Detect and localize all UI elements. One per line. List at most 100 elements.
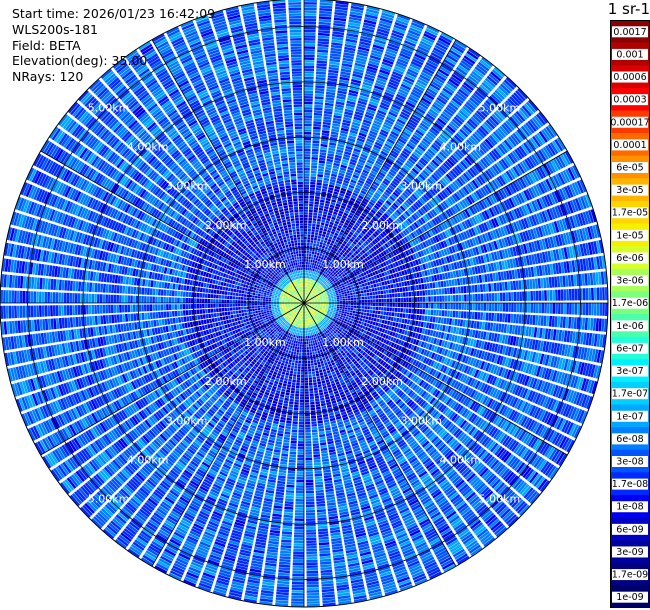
beta-gate	[481, 510, 493, 521]
beta-gate	[378, 425, 386, 432]
beta-gate	[479, 394, 486, 404]
beta-gate	[375, 437, 383, 443]
beta-gate	[318, 352, 321, 356]
beta-gate	[558, 418, 567, 431]
beta-gate	[438, 310, 442, 317]
beta-gate	[362, 564, 375, 570]
beta-gate	[556, 434, 565, 447]
beta-gate	[335, 369, 339, 374]
beta-gate	[560, 387, 567, 400]
beta-gate	[507, 346, 512, 357]
beta-gate	[305, 430, 311, 433]
beta-gate	[376, 379, 382, 385]
beta-gate	[304, 336, 306, 339]
beta-gate	[389, 553, 401, 560]
beta-gate	[429, 571, 442, 580]
beta-gate	[294, 526, 304, 530]
beta-gate	[521, 314, 525, 324]
beta-gate	[474, 480, 484, 491]
beta-gate	[390, 336, 394, 342]
beta-gate	[300, 388, 304, 392]
beta-gate	[531, 339, 536, 350]
beta-gate	[466, 473, 476, 482]
beta-gate	[307, 307, 309, 310]
beta-gate	[557, 402, 565, 414]
beta-gate	[499, 313, 503, 322]
beta-gate	[279, 379, 284, 383]
beta-gate	[420, 412, 427, 419]
beta-gate	[281, 539, 292, 543]
beta-gate	[326, 358, 330, 362]
beta-gate	[399, 313, 403, 318]
beta-gate	[352, 444, 360, 450]
beta-gate	[378, 352, 383, 358]
beta-gate	[409, 457, 418, 464]
beta-gate	[306, 303, 310, 304]
beta-gate	[317, 306, 320, 308]
beta-gate	[436, 414, 444, 422]
beta-gate	[564, 344, 569, 357]
beta-gate	[361, 470, 370, 476]
beta-gate	[334, 314, 338, 318]
beta-gate	[459, 433, 467, 442]
beta-gate	[282, 525, 293, 529]
beta-gate	[407, 524, 418, 532]
beta-gate	[308, 321, 310, 325]
beta-gate	[285, 361, 289, 365]
beta-gate	[381, 530, 392, 536]
beta-gate	[423, 349, 428, 356]
beta-gate	[411, 504, 422, 511]
beta-gate	[363, 452, 372, 457]
beta-gate	[295, 340, 298, 344]
beta-gate	[477, 340, 483, 349]
beta-gate	[416, 308, 420, 314]
beta-gate	[429, 466, 438, 474]
beta-gate	[343, 332, 347, 336]
beta-gate	[363, 330, 367, 334]
beta-gate	[533, 475, 543, 487]
beta-gate	[385, 357, 390, 363]
beta-gate	[341, 334, 345, 338]
beta-gate	[428, 303, 431, 309]
beta-gate	[311, 365, 315, 369]
beta-gate	[421, 440, 430, 448]
beta-gate	[364, 306, 368, 309]
beta-gate	[399, 482, 409, 489]
beta-gate	[286, 341, 290, 344]
beta-gate	[347, 343, 351, 348]
beta-gate	[373, 393, 379, 399]
beta-gate	[501, 392, 509, 403]
beta-gate	[318, 322, 322, 325]
beta-gate	[546, 368, 552, 380]
beta-gate	[422, 335, 427, 342]
beta-gate	[574, 331, 579, 344]
beta-gate	[429, 433, 437, 442]
beta-gate	[485, 473, 495, 483]
beta-gate	[414, 432, 423, 440]
beta-gate	[295, 499, 304, 502]
beta-gate	[565, 389, 572, 402]
beta-gate	[563, 303, 567, 315]
beta-gate	[405, 555, 418, 563]
beta-gate	[582, 362, 588, 376]
beta-gate	[292, 570, 304, 574]
beta-gate	[519, 387, 526, 398]
beta-gate	[469, 329, 473, 337]
beta-gate	[497, 303, 500, 312]
beta-gate	[378, 347, 383, 352]
beta-gate	[373, 355, 378, 360]
beta-gate	[444, 467, 454, 476]
beta-gate	[551, 432, 560, 445]
beta-gate	[492, 322, 497, 332]
beta-gate	[542, 381, 549, 393]
beta-gate	[390, 342, 395, 348]
beta-gate	[353, 319, 357, 323]
beta-gate	[361, 378, 367, 383]
beta-gate	[534, 352, 539, 363]
beta-gate	[308, 315, 310, 319]
beta-gate	[369, 388, 376, 394]
beta-gate	[384, 378, 390, 385]
beta-gate	[408, 527, 420, 534]
beta-gate	[426, 481, 436, 490]
beta-gate	[367, 320, 371, 324]
